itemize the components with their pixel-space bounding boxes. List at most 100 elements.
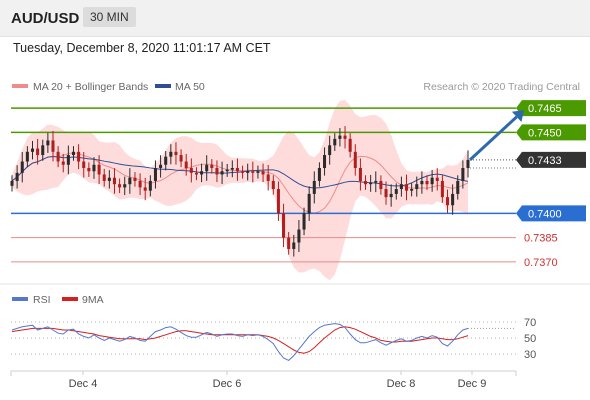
candle-body (430, 177, 434, 185)
candle (15, 165, 19, 189)
candle (56, 146, 60, 168)
candle-body (194, 172, 198, 175)
candle-body (435, 177, 439, 181)
candle (312, 171, 316, 204)
candle (220, 161, 224, 185)
x-tick-label: Dec 4 (69, 378, 98, 390)
candle (41, 139, 45, 161)
candle (456, 175, 460, 200)
candle (271, 175, 275, 195)
candle-body (118, 184, 122, 188)
x-tick-label: Dec 6 (213, 378, 242, 390)
candle-body (87, 168, 91, 172)
candle-body (282, 213, 286, 238)
candle (153, 160, 157, 189)
level-label-0.7385: 0.7385 (524, 233, 558, 245)
level-tag-0.7450 (516, 124, 586, 141)
candle-body (20, 161, 24, 173)
ma9-legend-label: 9MA (82, 294, 104, 306)
rsi-tick-30: 30 (524, 349, 536, 361)
candle (148, 175, 152, 197)
candle (466, 150, 470, 178)
candle (10, 175, 14, 192)
candle-body (36, 148, 40, 156)
candle-body (164, 156, 168, 165)
forecast-arrow (468, 115, 518, 162)
candle-body (51, 140, 55, 152)
bollinger-band-area (12, 100, 468, 281)
candle-body (102, 174, 106, 181)
candle-body (353, 151, 357, 168)
candle (97, 155, 101, 185)
candle (133, 172, 137, 187)
candle-body (415, 184, 419, 190)
x-tick-label: Dec 9 (458, 378, 487, 390)
candle (128, 168, 132, 194)
candle (138, 173, 142, 196)
rsi-line (11, 323, 469, 361)
candle (276, 181, 280, 221)
candle-body (107, 177, 111, 181)
candle-body (174, 151, 178, 156)
candle-body (461, 168, 465, 181)
candle (420, 171, 424, 194)
candle-body (374, 180, 378, 183)
candle-body (364, 180, 368, 185)
candle-body (251, 171, 255, 173)
candle (164, 151, 168, 171)
candle (404, 174, 409, 201)
level-tag-0.7465 (516, 100, 586, 117)
rsi-legend-label: RSI (33, 294, 51, 306)
candle-body (143, 187, 147, 191)
candle-body (189, 168, 193, 173)
candle (123, 176, 127, 196)
candle-body (159, 164, 163, 168)
candles (10, 126, 470, 257)
candle-body (466, 159, 470, 168)
candle-body (328, 145, 332, 156)
candle (107, 170, 111, 189)
candle (118, 178, 122, 194)
candle (169, 144, 173, 165)
candle (184, 153, 188, 176)
candle (297, 219, 301, 253)
candle-body (138, 180, 142, 188)
candle (307, 186, 311, 221)
candle-body (261, 171, 265, 175)
source-credit: Research © 2020 Trading Central (423, 81, 580, 93)
candle (430, 170, 434, 192)
candle (210, 159, 214, 174)
candle (302, 207, 306, 236)
candle (235, 158, 239, 181)
ma9-line (11, 326, 469, 354)
candle-body (292, 242, 296, 249)
candle (287, 231, 291, 255)
candle (333, 133, 337, 151)
candle (174, 142, 178, 165)
candle (51, 130, 55, 162)
candle-body (97, 164, 101, 175)
candle-body (338, 135, 342, 139)
candle (364, 175, 368, 190)
candle (338, 128, 342, 147)
candle-body (71, 151, 76, 156)
level-label-0.7450: 0.7450 (528, 127, 562, 139)
candle-body (348, 138, 352, 152)
candle-body (399, 184, 403, 190)
ma20-legend-label: MA 20 + Bollinger Bands (33, 81, 148, 93)
candle (179, 149, 183, 168)
candle (205, 155, 209, 181)
candle (415, 176, 419, 197)
timeframe-button[interactable]: 30 MIN (83, 7, 136, 27)
candle-body (312, 180, 316, 194)
candle-body (128, 177, 132, 185)
candle-body (384, 189, 388, 198)
candle-body (200, 171, 204, 175)
candle-body (297, 229, 301, 243)
bollinger-band (12, 100, 468, 281)
candle (25, 146, 29, 168)
chart-datetime: Tuesday, December 8, 2020 11:01:17 AM CE… (13, 41, 271, 55)
rsi-tick-50: 50 (524, 333, 536, 345)
rsi-tick-70: 70 (524, 317, 536, 329)
